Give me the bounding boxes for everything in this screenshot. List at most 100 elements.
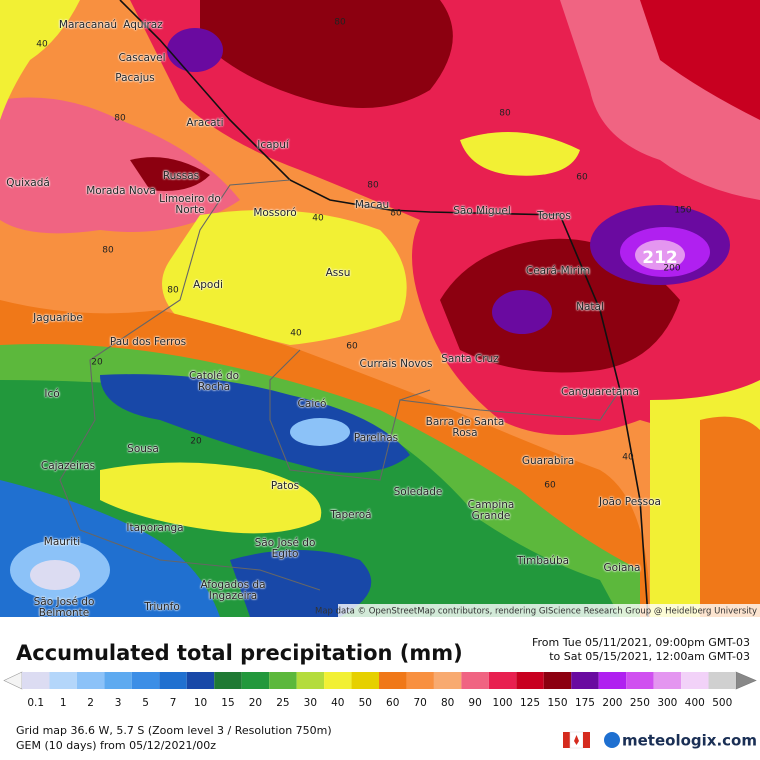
legend-swatch — [543, 672, 572, 689]
city-label: Quixadá — [6, 177, 50, 189]
legend-swatch — [49, 672, 77, 689]
contour-label: 20 — [91, 358, 103, 368]
contour-label: 80 — [167, 286, 179, 296]
legend-label: 3 — [115, 697, 122, 709]
canada-flag — [563, 731, 590, 749]
city-label: Mossoró — [253, 207, 297, 219]
legend-label: 100 — [493, 697, 513, 709]
contour-label: 80 — [367, 181, 379, 191]
legend-swatch — [379, 672, 407, 689]
legend-label: 70 — [414, 697, 427, 709]
legend-label: 25 — [276, 697, 289, 709]
city-label: Jaguaribe — [33, 312, 83, 324]
legend-swatch — [22, 672, 50, 689]
legend-swatch — [653, 672, 682, 689]
city-label: Campina Grande — [467, 499, 515, 522]
legend-label: 15 — [221, 697, 234, 709]
period-start: From Tue 05/11/2021, 09:00pm GMT-03 — [532, 636, 750, 649]
city-label: Pau dos Ferros — [109, 336, 187, 348]
city-label: Timbaúba — [516, 555, 570, 567]
contour-label: 80 — [390, 209, 402, 219]
legend-swatch — [214, 672, 242, 689]
legend-label: 30 — [304, 697, 317, 709]
city-label: Patos — [270, 480, 300, 492]
city-label: Aquiraz — [123, 19, 163, 31]
legend-label: 250 — [630, 697, 650, 709]
legend-swatch — [186, 672, 215, 689]
legend-label: 300 — [657, 697, 677, 709]
info-panel — [0, 617, 760, 760]
legend-label: 2 — [87, 697, 94, 709]
contour-label: 20 — [190, 437, 202, 447]
city-label: Soledade — [393, 486, 443, 498]
legend-arrow-right — [735, 671, 757, 690]
legend-swatch — [626, 672, 654, 689]
city-label: Morada Nova — [86, 185, 156, 197]
city-label: Pacajus — [115, 72, 155, 84]
legend-label: 5 — [142, 697, 149, 709]
legend-swatch — [708, 672, 736, 689]
city-label: Maracanaú — [58, 19, 118, 31]
legend-swatch — [351, 672, 379, 689]
legend-swatch — [461, 672, 489, 689]
city-label: Canguaretama — [561, 386, 639, 398]
legend-label: 200 — [602, 697, 622, 709]
legend-swatch — [433, 672, 462, 689]
city-label: São José do Egito — [254, 537, 316, 560]
city-label: Afogados da Ingazeira — [200, 579, 266, 602]
city-label: João Pessoa — [599, 496, 661, 508]
contour-label: 60 — [346, 342, 358, 352]
legend-label: 20 — [249, 697, 262, 709]
legend-swatch — [159, 672, 187, 689]
city-label: Parelhas — [353, 432, 399, 444]
contour-label: 80 — [102, 246, 114, 256]
city-label: Sousa — [127, 443, 159, 455]
city-label: Natal — [576, 301, 604, 313]
legend-swatch — [76, 672, 105, 689]
contour-label: 40 — [622, 453, 634, 463]
city-label: São José do Belmonte — [33, 596, 95, 619]
city-label: Santa Cruz — [441, 353, 499, 365]
model-info: GEM (10 days) from 05/12/2021/00z — [16, 739, 216, 752]
legend-label: 175 — [575, 697, 595, 709]
contour-label: 60 — [544, 481, 556, 491]
contour-label: 200 — [663, 264, 680, 274]
city-label: Aracati — [186, 117, 224, 129]
legend-label: 400 — [685, 697, 705, 709]
city-label: Barra de Santa Rosa — [425, 416, 505, 439]
contour-label: 150 — [674, 206, 691, 216]
legend-swatch — [488, 672, 517, 689]
legend-label: 60 — [386, 697, 399, 709]
city-label: Russas — [162, 170, 200, 182]
legend-swatch — [269, 672, 297, 689]
legend-swatch — [324, 672, 352, 689]
legend-swatch — [516, 672, 544, 689]
contour-label: 80 — [499, 109, 511, 119]
legend-label: 0.1 — [27, 697, 44, 709]
city-label: Touros — [537, 210, 571, 222]
contour-label: 60 — [576, 173, 588, 183]
city-label: Triunfo — [144, 601, 180, 613]
city-label: Cajazeiras — [40, 460, 96, 472]
city-label: Itaporanga — [126, 522, 184, 534]
legend-label: 50 — [359, 697, 372, 709]
city-label: Guarabira — [521, 455, 575, 467]
contour-label: 40 — [290, 329, 302, 339]
city-label: Currais Novos — [359, 358, 433, 370]
city-label: Taperoá — [330, 509, 372, 521]
period-end: to Sat 05/15/2021, 12:00am GMT-03 — [549, 650, 750, 663]
legend-label: 7 — [170, 697, 177, 709]
legend-swatch — [241, 672, 270, 689]
legend-swatch — [296, 672, 325, 689]
brand-logo — [604, 732, 620, 748]
city-label: Icó — [44, 388, 60, 400]
legend-label: 10 — [194, 697, 207, 709]
legend-swatch — [571, 672, 599, 689]
city-label: Icapuí — [257, 139, 289, 151]
legend-swatch — [406, 672, 434, 689]
city-label: Apodi — [193, 279, 223, 291]
contour-label: 40 — [312, 214, 324, 224]
legend-label: 150 — [547, 697, 567, 709]
legend-swatch — [104, 672, 132, 689]
